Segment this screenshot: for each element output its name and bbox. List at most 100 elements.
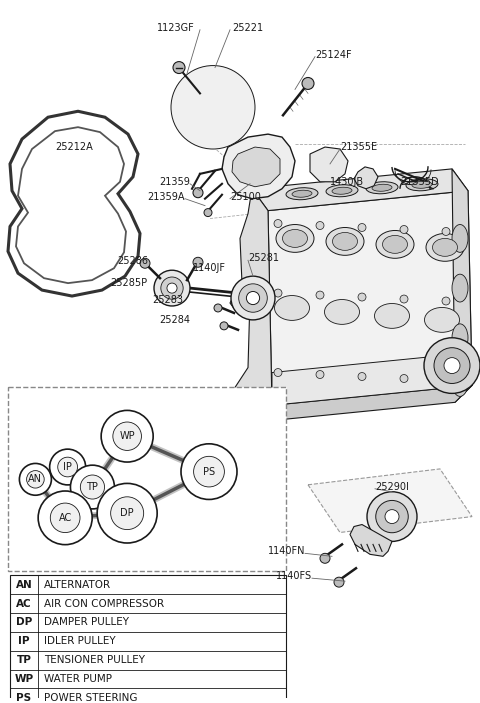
- Polygon shape: [222, 134, 295, 199]
- Circle shape: [97, 484, 157, 543]
- Circle shape: [376, 501, 408, 533]
- Ellipse shape: [292, 191, 312, 198]
- Text: 1430JB: 1430JB: [330, 176, 364, 187]
- Ellipse shape: [333, 233, 358, 250]
- Polygon shape: [452, 169, 472, 402]
- Circle shape: [101, 411, 153, 462]
- Polygon shape: [268, 191, 472, 406]
- Circle shape: [186, 80, 240, 134]
- Text: TENSIONER PULLEY: TENSIONER PULLEY: [44, 655, 145, 665]
- Circle shape: [173, 62, 185, 74]
- Ellipse shape: [383, 236, 408, 253]
- Circle shape: [316, 291, 324, 299]
- Circle shape: [400, 226, 408, 233]
- Text: WP: WP: [14, 674, 34, 684]
- Polygon shape: [252, 169, 468, 211]
- Ellipse shape: [424, 307, 459, 333]
- Circle shape: [50, 503, 80, 533]
- Circle shape: [367, 492, 417, 541]
- Circle shape: [358, 224, 366, 231]
- Circle shape: [400, 295, 408, 303]
- Circle shape: [193, 456, 225, 487]
- Text: AC: AC: [59, 512, 72, 523]
- Text: DP: DP: [16, 617, 32, 627]
- Text: ALTERNATOR: ALTERNATOR: [44, 580, 111, 590]
- Circle shape: [220, 322, 228, 330]
- Circle shape: [334, 577, 344, 587]
- Circle shape: [444, 358, 460, 373]
- Circle shape: [181, 444, 237, 499]
- Circle shape: [193, 257, 203, 267]
- Text: 25100: 25100: [230, 192, 261, 202]
- Text: PS: PS: [203, 467, 215, 477]
- Circle shape: [49, 449, 85, 485]
- Ellipse shape: [372, 184, 392, 191]
- Text: AN: AN: [16, 580, 32, 590]
- Text: 25281: 25281: [248, 253, 279, 264]
- Ellipse shape: [283, 229, 308, 247]
- Circle shape: [179, 73, 248, 141]
- Ellipse shape: [412, 181, 432, 188]
- Ellipse shape: [452, 224, 468, 252]
- Text: 1123GF: 1123GF: [157, 22, 195, 33]
- Text: 1140FN: 1140FN: [267, 546, 305, 556]
- Circle shape: [161, 277, 183, 299]
- Circle shape: [140, 258, 150, 269]
- Circle shape: [316, 370, 324, 378]
- Polygon shape: [272, 353, 472, 406]
- Text: IP: IP: [18, 636, 30, 646]
- Polygon shape: [354, 167, 378, 188]
- Polygon shape: [235, 188, 272, 423]
- Circle shape: [385, 510, 399, 524]
- Circle shape: [400, 375, 408, 382]
- Circle shape: [442, 297, 450, 305]
- Text: PS: PS: [16, 693, 32, 703]
- Circle shape: [274, 219, 282, 228]
- Text: 25283: 25283: [152, 295, 183, 305]
- Text: 25221: 25221: [232, 22, 263, 33]
- Circle shape: [195, 90, 230, 125]
- Circle shape: [320, 553, 330, 563]
- Ellipse shape: [326, 228, 364, 255]
- Text: 25124F: 25124F: [315, 50, 352, 60]
- Text: 21355D: 21355D: [400, 176, 439, 187]
- Text: AIR CON COMPRESSOR: AIR CON COMPRESSOR: [44, 598, 164, 609]
- Circle shape: [316, 221, 324, 229]
- Circle shape: [26, 470, 44, 488]
- Text: WP: WP: [120, 431, 135, 441]
- Circle shape: [274, 368, 282, 377]
- Circle shape: [19, 463, 51, 495]
- Polygon shape: [230, 288, 252, 314]
- Circle shape: [246, 292, 260, 304]
- Circle shape: [171, 65, 255, 149]
- Ellipse shape: [275, 295, 310, 321]
- Ellipse shape: [406, 179, 438, 191]
- Polygon shape: [255, 385, 472, 423]
- Polygon shape: [308, 469, 472, 532]
- Circle shape: [111, 497, 144, 529]
- Ellipse shape: [326, 185, 358, 197]
- FancyBboxPatch shape: [8, 387, 286, 572]
- Circle shape: [302, 77, 314, 89]
- Text: 25290I: 25290I: [375, 482, 409, 492]
- Text: 25286: 25286: [117, 257, 148, 266]
- Circle shape: [214, 304, 222, 312]
- Text: TP: TP: [17, 655, 31, 665]
- Circle shape: [80, 475, 105, 499]
- Circle shape: [193, 188, 203, 198]
- Text: 21355E: 21355E: [340, 142, 377, 152]
- Text: POWER STEERING: POWER STEERING: [44, 693, 137, 703]
- Polygon shape: [310, 147, 348, 182]
- Circle shape: [434, 348, 470, 383]
- Circle shape: [239, 284, 267, 312]
- Polygon shape: [350, 524, 392, 556]
- Text: 21359A: 21359A: [147, 192, 185, 202]
- Text: 25212A: 25212A: [55, 142, 93, 152]
- Circle shape: [231, 276, 275, 320]
- Circle shape: [358, 293, 366, 301]
- Circle shape: [442, 228, 450, 236]
- Text: TP: TP: [86, 482, 98, 492]
- Circle shape: [154, 270, 190, 306]
- Circle shape: [167, 283, 177, 293]
- Text: DAMPER PULLEY: DAMPER PULLEY: [44, 617, 129, 627]
